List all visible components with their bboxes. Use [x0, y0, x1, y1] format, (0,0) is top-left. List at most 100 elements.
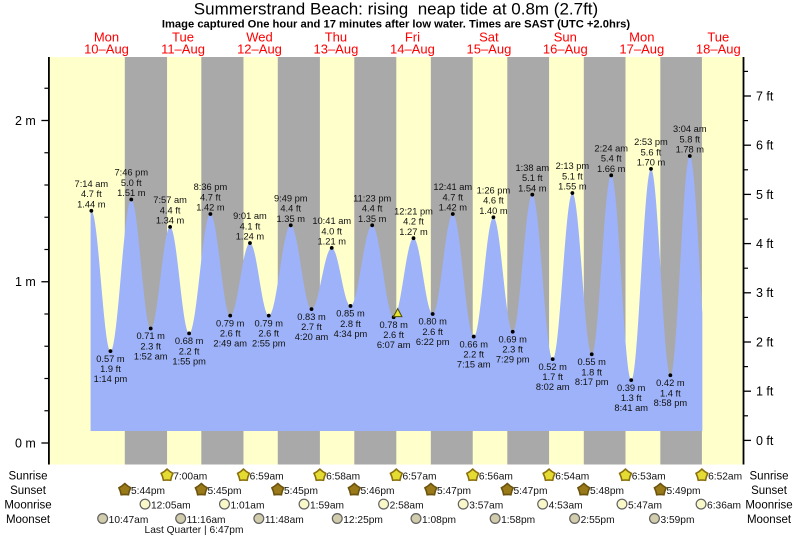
svg-text:2.7 ft: 2.7 ft: [301, 322, 322, 332]
svg-text:5:47am: 5:47am: [628, 500, 662, 511]
svg-text:5:45pm: 5:45pm: [284, 486, 318, 497]
svg-text:0.39 m: 0.39 m: [617, 383, 646, 393]
svg-text:Sunrise: Sunrise: [750, 471, 789, 483]
svg-text:10:47am: 10:47am: [109, 515, 149, 526]
svg-text:1 ft: 1 ft: [756, 385, 774, 399]
svg-text:Moonset: Moonset: [747, 514, 792, 526]
svg-text:5.1 ft: 5.1 ft: [562, 171, 583, 181]
svg-text:1:14 pm: 1:14 pm: [94, 374, 128, 384]
svg-text:6:54am: 6:54am: [555, 472, 589, 483]
svg-text:2.6 ft: 2.6 ft: [220, 329, 241, 339]
svg-text:3:57am: 3:57am: [469, 500, 503, 511]
svg-text:0 ft: 0 ft: [756, 434, 774, 448]
svg-text:5:47pm: 5:47pm: [513, 486, 547, 497]
svg-text:5.4 ft: 5.4 ft: [601, 154, 622, 164]
svg-text:0.78 m: 0.78 m: [379, 320, 408, 330]
svg-text:17–Aug: 17–Aug: [619, 42, 664, 57]
svg-text:1.35 m: 1.35 m: [277, 214, 306, 224]
svg-text:7:15 am: 7:15 am: [457, 359, 491, 369]
svg-text:4 ft: 4 ft: [756, 237, 774, 251]
svg-text:Image captured One hour and 17: Image captured One hour and 17 minutes a…: [162, 18, 631, 30]
svg-text:1.78 m: 1.78 m: [676, 145, 705, 155]
svg-text:4.1 ft: 4.1 ft: [240, 221, 261, 231]
svg-text:2.3 ft: 2.3 ft: [502, 345, 523, 355]
svg-text:10:41 am: 10:41 am: [312, 216, 351, 226]
svg-text:2.8 ft: 2.8 ft: [340, 319, 361, 329]
svg-text:4.4 ft: 4.4 ft: [280, 204, 301, 214]
svg-text:4:53am: 4:53am: [549, 500, 583, 511]
svg-text:15–Aug: 15–Aug: [466, 42, 511, 57]
svg-text:5 ft: 5 ft: [756, 188, 774, 202]
svg-text:2:55 pm: 2:55 pm: [252, 339, 286, 349]
svg-text:Moonrise: Moonrise: [745, 499, 792, 511]
svg-text:1.51 m: 1.51 m: [117, 188, 146, 198]
svg-text:7:00am: 7:00am: [173, 472, 207, 483]
svg-text:12:05am: 12:05am: [151, 500, 191, 511]
svg-text:11:16am: 11:16am: [187, 515, 226, 526]
svg-text:0.57 m: 0.57 m: [96, 354, 125, 364]
svg-text:7:57 am: 7:57 am: [153, 195, 187, 205]
svg-text:4.6 ft: 4.6 ft: [483, 196, 504, 206]
svg-text:7:29 pm: 7:29 pm: [496, 355, 530, 365]
svg-text:5.1 ft: 5.1 ft: [522, 173, 543, 183]
svg-text:6:57am: 6:57am: [403, 472, 437, 483]
svg-text:5.8 ft: 5.8 ft: [679, 134, 700, 144]
svg-text:5:44pm: 5:44pm: [131, 486, 165, 497]
svg-text:6:52am: 6:52am: [708, 472, 742, 483]
svg-text:7:46 pm: 7:46 pm: [114, 168, 148, 178]
svg-text:1.7 ft: 1.7 ft: [542, 372, 563, 382]
svg-text:5:48pm: 5:48pm: [590, 486, 624, 497]
svg-text:Mon: Mon: [629, 29, 654, 44]
svg-text:1.4 ft: 1.4 ft: [660, 388, 681, 398]
svg-text:2:55pm: 2:55pm: [581, 515, 615, 526]
svg-text:1:38 am: 1:38 am: [516, 163, 550, 173]
svg-text:6:59am: 6:59am: [250, 472, 284, 483]
svg-text:1.44 m: 1.44 m: [77, 199, 106, 209]
svg-text:18–Aug: 18–Aug: [696, 42, 741, 57]
svg-text:8:41 am: 8:41 am: [614, 403, 648, 413]
svg-text:16–Aug: 16–Aug: [543, 42, 588, 57]
svg-text:3 ft: 3 ft: [756, 286, 774, 300]
svg-text:0.52 m: 0.52 m: [538, 362, 567, 372]
svg-text:1.35 m: 1.35 m: [358, 214, 387, 224]
svg-text:Tue: Tue: [707, 29, 729, 44]
svg-text:6:36am: 6:36am: [707, 500, 741, 511]
svg-text:Wed: Wed: [246, 29, 273, 44]
svg-text:0.68 m: 0.68 m: [175, 336, 204, 346]
svg-text:4.0 ft: 4.0 ft: [321, 226, 342, 236]
svg-text:Thu: Thu: [325, 29, 347, 44]
svg-text:6:53am: 6:53am: [632, 472, 666, 483]
svg-text:0.83 m: 0.83 m: [297, 312, 326, 322]
svg-text:4.7 ft: 4.7 ft: [81, 189, 102, 199]
svg-text:2:53 pm: 2:53 pm: [634, 137, 668, 147]
svg-text:1.3 ft: 1.3 ft: [621, 393, 642, 403]
svg-text:1.27 m: 1.27 m: [399, 227, 428, 237]
svg-text:9:49 pm: 9:49 pm: [274, 193, 308, 203]
svg-text:0.85 m: 0.85 m: [336, 309, 365, 319]
svg-text:Last Quarter | 6:47pm: Last Quarter | 6:47pm: [145, 525, 244, 536]
svg-text:2:13 pm: 2:13 pm: [556, 161, 590, 171]
svg-text:6:56am: 6:56am: [479, 472, 513, 483]
svg-text:8:58 pm: 8:58 pm: [654, 398, 688, 408]
svg-text:0.79 m: 0.79 m: [216, 318, 245, 328]
svg-text:2 m: 2 m: [15, 114, 36, 128]
svg-text:10–Aug: 10–Aug: [84, 42, 129, 57]
svg-text:5.0 ft: 5.0 ft: [121, 178, 142, 188]
svg-text:14–Aug: 14–Aug: [390, 42, 435, 57]
svg-text:1 m: 1 m: [15, 275, 36, 289]
svg-text:11:23 pm: 11:23 pm: [353, 193, 391, 203]
svg-text:1.42 m: 1.42 m: [439, 203, 468, 213]
svg-text:1:26 pm: 1:26 pm: [477, 185, 511, 195]
svg-text:0.79 m: 0.79 m: [255, 318, 284, 328]
svg-text:1.54 m: 1.54 m: [518, 183, 547, 193]
svg-text:2.6 ft: 2.6 ft: [383, 330, 404, 340]
svg-text:1.66 m: 1.66 m: [597, 164, 626, 174]
svg-text:1:52 am: 1:52 am: [134, 351, 168, 361]
svg-text:9:01 am: 9:01 am: [233, 211, 267, 221]
svg-text:Tue: Tue: [172, 29, 194, 44]
svg-text:3:04 am: 3:04 am: [673, 124, 707, 134]
svg-text:4.4 ft: 4.4 ft: [160, 205, 181, 215]
svg-text:2:49 am: 2:49 am: [213, 339, 247, 349]
svg-text:Moonset: Moonset: [6, 514, 51, 526]
svg-text:1.24 m: 1.24 m: [236, 232, 265, 242]
